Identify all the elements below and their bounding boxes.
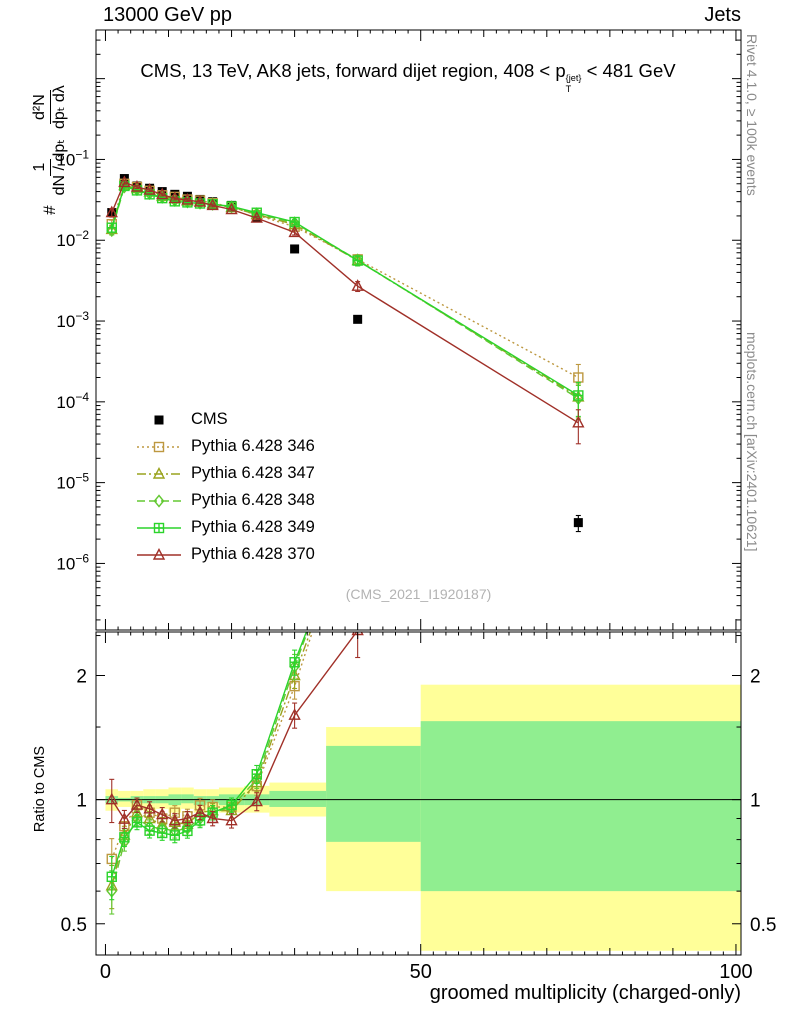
x-axis-label: groomed multiplicity (charged-only) bbox=[429, 982, 741, 1004]
jets-label: Jets bbox=[704, 4, 741, 26]
main-y-axis-label: # 1 dN / dpₜ d²N dpₜ dλ bbox=[10, 30, 90, 270]
ratio-y-tick-labels: 0.5 0.5 1 1 2 2 bbox=[61, 667, 777, 936]
ratio-y-axis-label: Ratio to CMS bbox=[32, 745, 48, 833]
svg-text:1: 1 bbox=[76, 791, 87, 812]
legend-sample-346 bbox=[137, 441, 181, 452]
legend-label-348: Pythia 6.428 348 bbox=[191, 491, 315, 509]
legend-label-370: Pythia 6.428 370 bbox=[191, 545, 315, 563]
rivet-version-label: Rivet 4.1.0, ≥ 100k events bbox=[744, 34, 760, 196]
ratio-series-349 bbox=[106, 632, 308, 901]
main-series-370 bbox=[105, 175, 585, 445]
svg-text:2: 2 bbox=[750, 667, 761, 688]
svg-text:50: 50 bbox=[410, 961, 432, 983]
svg-text:1: 1 bbox=[750, 791, 761, 812]
analysis-id-watermark: (CMS_2021_I1920187) bbox=[345, 586, 492, 602]
legend-item-349: Pythia 6.428 349 bbox=[136, 514, 315, 541]
mcplots-citation-label: mcplots.cern.ch [arXiv:2401.10621] bbox=[744, 332, 760, 552]
legend: CMS Pythia 6.428 346 Pythia 6.428 347 Pythi… bbox=[136, 406, 315, 568]
legend-item-370: Pythia 6.428 370 bbox=[136, 541, 315, 568]
ratio-series-370 bbox=[105, 632, 364, 829]
x-tick-labels: 0 50 100 bbox=[100, 961, 753, 983]
legend-label-cms: CMS bbox=[191, 410, 228, 428]
legend-item-348: Pythia 6.428 348 bbox=[136, 487, 315, 514]
legend-label-347: Pythia 6.428 347 bbox=[191, 464, 315, 482]
svg-text:0.5: 0.5 bbox=[750, 915, 776, 936]
svg-text:10−5: 10−5 bbox=[56, 471, 89, 493]
ylabel-hash: # bbox=[40, 205, 59, 215]
legend-sample-370 bbox=[137, 547, 181, 560]
svg-text:2: 2 bbox=[76, 667, 87, 688]
legend-item-346: Pythia 6.428 346 bbox=[136, 433, 315, 460]
svg-text:10−6: 10−6 bbox=[56, 551, 89, 573]
legend-sample-347 bbox=[137, 466, 181, 479]
ylabel-fraction-1: 1 dN / dpₜ bbox=[31, 139, 68, 196]
plot-title: CMS, 13 TeV, AK8 jets, forward dijet reg… bbox=[60, 60, 756, 95]
svg-text:100: 100 bbox=[719, 961, 752, 983]
svg-text:10−3: 10−3 bbox=[56, 309, 89, 331]
plot-title-sub: T bbox=[565, 84, 572, 94]
legend-sample-349 bbox=[137, 522, 181, 533]
plot-title-pre: CMS, 13 TeV, AK8 jets, forward dijet reg… bbox=[140, 60, 566, 81]
main-series-348 bbox=[106, 180, 584, 421]
ratio-uncertainty-bands bbox=[105, 684, 741, 951]
main-series-346 bbox=[106, 178, 584, 400]
legend-label-346: Pythia 6.428 346 bbox=[191, 437, 315, 455]
plot-title-post: < 481 GeV bbox=[581, 60, 676, 81]
legend-item-cms: CMS bbox=[136, 406, 315, 433]
main-panel-frame bbox=[95, 29, 742, 631]
svg-text:10−4: 10−4 bbox=[56, 390, 89, 412]
ylabel-fraction-2: d²N dpₜ dλ bbox=[31, 85, 68, 130]
legend-sample-cms bbox=[154, 415, 164, 424]
legend-item-347: Pythia 6.428 347 bbox=[136, 460, 315, 487]
svg-text:0: 0 bbox=[100, 961, 111, 983]
svg-text:0.5: 0.5 bbox=[61, 915, 87, 936]
beam-energy-label: 13000 GeV pp bbox=[103, 4, 232, 26]
legend-label-349: Pythia 6.428 349 bbox=[191, 518, 315, 536]
legend-sample-348 bbox=[137, 493, 181, 508]
plot-title-supsub: {jet} T bbox=[566, 73, 582, 95]
plot-title-sup: {jet} bbox=[565, 73, 582, 83]
ratio-panel-frame bbox=[95, 631, 742, 956]
